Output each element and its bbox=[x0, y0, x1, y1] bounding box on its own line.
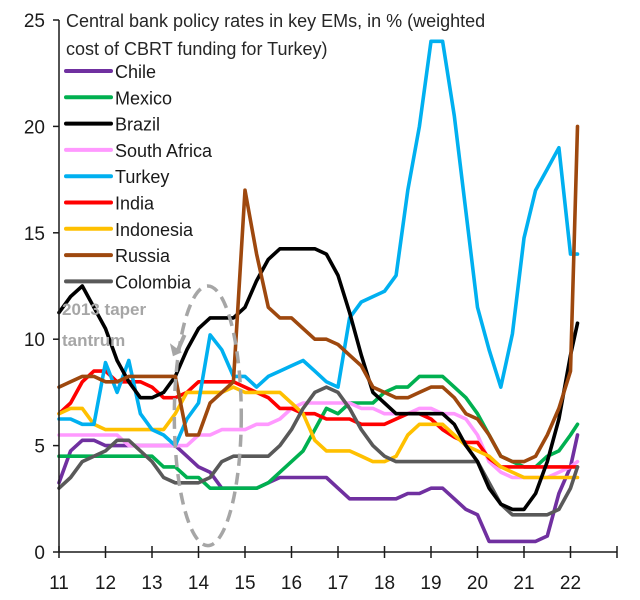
x-tick-label: 12 bbox=[95, 573, 116, 594]
x-tick-label: 18 bbox=[374, 573, 395, 594]
series-layer bbox=[57, 39, 580, 544]
series-line-turkey bbox=[57, 39, 580, 448]
x-tick-label: 14 bbox=[188, 573, 210, 594]
legend-label: India bbox=[115, 194, 155, 214]
legend-label: South Africa bbox=[115, 141, 213, 161]
axes-layer: 0 5 10 15 20 25 11 12 13 14 15 16 17 18 19 20 21 22 bbox=[24, 11, 618, 594]
y-tick-label: 0 bbox=[34, 543, 45, 564]
legend-label: Russia bbox=[115, 246, 171, 266]
y-tick-label: 20 bbox=[24, 117, 45, 138]
x-tick-label: 19 bbox=[420, 573, 441, 594]
annotation-text-line-2: tantrum bbox=[62, 331, 125, 350]
legend-item-russia: Russia bbox=[64, 246, 171, 266]
x-tick-label: 21 bbox=[513, 573, 534, 594]
legend-label: Brazil bbox=[115, 115, 160, 135]
series-line-russia bbox=[57, 124, 580, 464]
legend-item-india: India bbox=[64, 194, 155, 214]
annotation-arrow-head bbox=[169, 343, 182, 357]
annotation-layer: 2013 taper tantrum bbox=[62, 284, 244, 548]
legend: Chile Mexico Brazil South Africa Turkey India… bbox=[64, 62, 213, 292]
legend-item-indonesia: Indonesia bbox=[64, 220, 194, 240]
legend-item-brazil: Brazil bbox=[64, 115, 160, 135]
legend-item-colombia: Colombia bbox=[64, 272, 192, 292]
x-tick-label: 22 bbox=[560, 573, 581, 594]
x-tick-label: 11 bbox=[49, 573, 69, 594]
y-tick-label: 10 bbox=[24, 330, 45, 351]
y-tick-label: 25 bbox=[24, 11, 45, 32]
x-tick-label: 16 bbox=[281, 573, 302, 594]
legend-label: Turkey bbox=[115, 167, 169, 187]
legend-label: Colombia bbox=[115, 272, 192, 292]
series-line-indonesia bbox=[57, 385, 580, 480]
y-tick-label: 5 bbox=[34, 437, 45, 458]
taper-tantrum-ellipse bbox=[172, 284, 244, 548]
legend-item-mexico: Mexico bbox=[64, 88, 172, 108]
legend-label: Chile bbox=[115, 62, 156, 82]
x-tick-label: 13 bbox=[141, 573, 162, 594]
legend-label: Indonesia bbox=[115, 220, 194, 240]
chart-title-line-2: cost of CBRT funding for Turkey) bbox=[66, 39, 327, 59]
legend-label: Mexico bbox=[115, 88, 172, 108]
annotation-arrow-shaft bbox=[175, 334, 187, 354]
chart-title-line-1: Central bank policy rates in key EMs, in… bbox=[66, 11, 485, 31]
legend-item-chile: Chile bbox=[64, 62, 156, 82]
series-line-south-africa bbox=[57, 401, 580, 480]
legend-item-south-africa: South Africa bbox=[64, 141, 213, 161]
y-tick-label: 15 bbox=[24, 224, 45, 245]
x-tick-label: 20 bbox=[467, 573, 488, 594]
x-tick-label: 15 bbox=[234, 573, 255, 594]
annotation-text-line-1: 2013 taper bbox=[62, 300, 146, 319]
legend-item-turkey: Turkey bbox=[64, 167, 169, 187]
x-tick-label: 17 bbox=[327, 573, 348, 594]
series-line-brazil bbox=[57, 247, 580, 512]
chart-title: Central bank policy rates in key EMs, in… bbox=[66, 11, 485, 59]
